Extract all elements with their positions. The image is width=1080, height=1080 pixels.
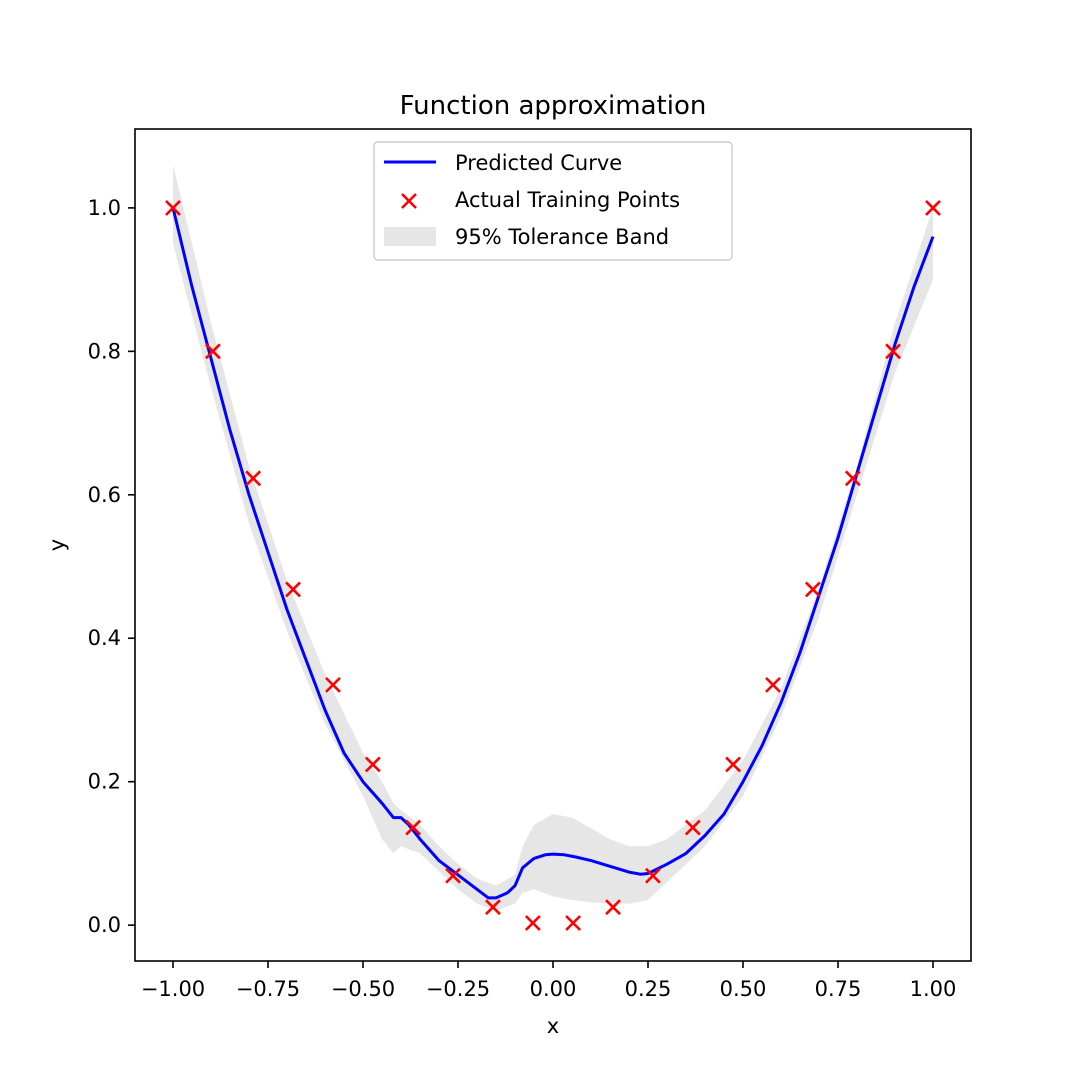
y-axis-ticks: 0.0 0.2 0.4 0.6 0.8 1.0 <box>88 196 135 937</box>
x-tick-label: −1.00 <box>141 977 205 1001</box>
x-axis-ticks: −1.00 −0.75 −0.50 −0.25 0.00 0.25 0.50 0.75 1.00 <box>141 961 957 1001</box>
x-tick-label: 0.25 <box>625 977 672 1001</box>
x-axis-label: x <box>547 1014 559 1038</box>
y-tick-label: 0.4 <box>88 626 121 650</box>
x-tick-label: 0.50 <box>720 977 767 1001</box>
training-point <box>765 676 781 693</box>
training-point <box>605 899 621 916</box>
y-axis-label: y <box>45 539 69 551</box>
training-point <box>925 199 941 216</box>
y-tick-label: 0.6 <box>88 483 121 507</box>
predicted-curve <box>171 207 935 900</box>
chart-title: Function approximation <box>400 91 707 121</box>
x-tick-label: 0.75 <box>815 977 862 1001</box>
legend: Predicted Curve Actual Training Points 9… <box>373 141 733 261</box>
legend-band-swatch <box>384 227 436 246</box>
legend-label-predicted-curve: Predicted Curve <box>455 151 622 175</box>
x-tick-label: −0.50 <box>331 977 395 1001</box>
training-point <box>885 343 902 360</box>
training-point <box>524 915 541 931</box>
training-point <box>725 756 742 773</box>
legend-label-tolerance-band: 95% Tolerance Band <box>455 225 669 249</box>
training-point <box>325 676 341 693</box>
legend-label-training-points: Actual Training Points <box>455 188 680 212</box>
x-tick-label: 1.00 <box>910 977 957 1001</box>
training-points-layer <box>165 199 941 931</box>
training-point <box>364 756 381 773</box>
training-point <box>844 470 861 487</box>
training-point <box>645 867 661 884</box>
y-tick-label: 0.2 <box>88 770 121 794</box>
predicted-curve-layer <box>171 207 935 900</box>
x-tick-label: 0.00 <box>530 977 577 1001</box>
legend-box <box>373 141 733 261</box>
training-point <box>684 819 701 836</box>
training-point <box>445 867 461 884</box>
y-tick-label: 0.8 <box>88 339 121 363</box>
plot-area <box>165 164 941 931</box>
training-point <box>245 470 262 487</box>
training-point <box>405 819 422 836</box>
training-point <box>485 899 501 916</box>
training-point <box>204 343 221 360</box>
y-tick-label: 0.0 <box>88 913 121 937</box>
legend-cross-swatch <box>401 193 417 209</box>
x-tick-label: −0.75 <box>236 977 300 1001</box>
x-tick-label: −0.25 <box>426 977 490 1001</box>
training-point <box>565 915 582 931</box>
y-tick-label: 1.0 <box>88 196 121 220</box>
training-point <box>165 199 181 216</box>
training-point <box>285 581 301 598</box>
training-point <box>805 581 821 598</box>
